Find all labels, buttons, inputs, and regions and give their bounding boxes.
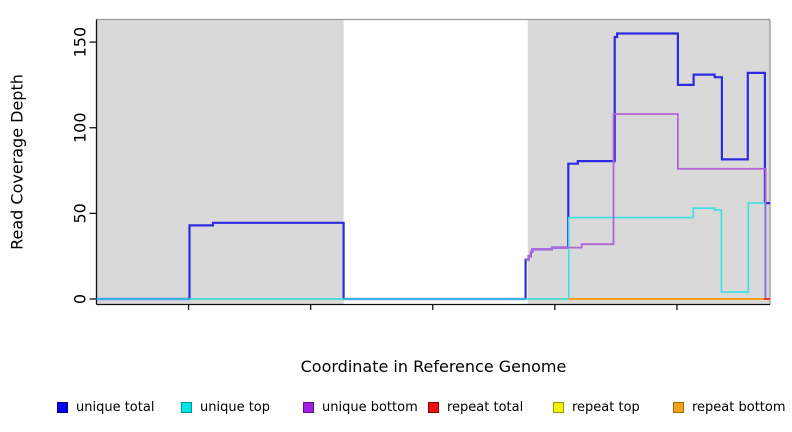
legend-label-unique-total: unique total [76,399,155,415]
y-tick-label: 50 [71,203,90,223]
legend-label-unique-bottom: unique bottom [322,399,418,415]
legend-item-unique-top: unique top [181,398,270,416]
legend-item-unique-total: unique total [57,398,154,416]
legend-swatch-repeat-bottom [673,401,684,413]
series-unique-top [96,202,770,300]
legend-swatch-unique-top [181,401,192,413]
legend-label-repeat-total: repeat total [447,399,524,415]
legend-item-repeat-top: repeat top [553,398,640,416]
shaded-region [96,19,344,305]
shaded-region [527,19,770,305]
series-unique-bottom [525,113,770,300]
legend-swatch-unique-bottom [303,401,314,413]
legend: unique total unique top unique bottom repea… [0,398,792,418]
legend-item-repeat-bottom: repeat bottom [673,398,786,416]
plot-canvas: 1700500170055017006001700650170070005010… [71,18,771,310]
legend-label-repeat-top: repeat top [572,399,640,415]
y-tick-label: 100 [71,112,90,143]
legend-swatch-unique-total [57,401,68,413]
x-axis-label: Coordinate in Reference Genome [300,357,567,376]
legend-label-unique-top: unique top [200,399,271,415]
y-tick-label: 0 [71,294,90,304]
legend-swatch-repeat-total [428,401,439,413]
y-tick-label: 150 [71,27,90,58]
legend-item-repeat-total: repeat total [428,398,523,416]
legend-label-repeat-bottom: repeat bottom [692,399,786,415]
legend-swatch-repeat-top [553,401,564,413]
legend-item-unique-bottom: unique bottom [303,398,418,416]
